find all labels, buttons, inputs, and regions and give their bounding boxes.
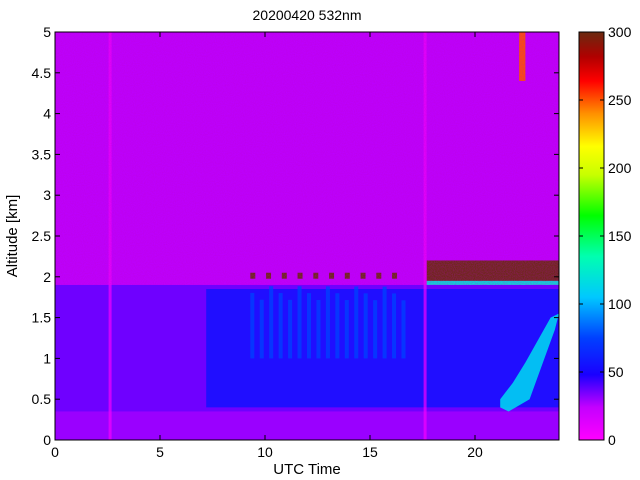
convective-plume	[316, 299, 321, 359]
y-tick-label: 3.5	[32, 146, 52, 162]
convective-plume	[354, 286, 359, 359]
y-tick-label: 1	[43, 350, 51, 366]
colorbar-tick-label: 150	[608, 228, 632, 244]
x-axis: 0 5 10 15 20	[51, 32, 483, 460]
noise-overlay	[55, 32, 559, 285]
y-tick-label: 4	[43, 106, 51, 122]
convective-plume	[250, 292, 255, 359]
chart-title: 20200420 532nm	[253, 7, 362, 23]
y-tick-label: 2.5	[32, 228, 52, 244]
colorbar-tick-label: 300	[608, 24, 632, 40]
convective-plume	[269, 286, 274, 359]
convective-plume	[297, 286, 302, 359]
colorbar-tick-label: 100	[608, 296, 632, 312]
x-tick-label: 0	[51, 444, 59, 460]
y-tick-label: 4.5	[32, 65, 52, 81]
convective-plume	[307, 293, 311, 359]
boundary-layer	[206, 289, 559, 408]
convective-plume	[288, 299, 293, 359]
x-tick-label: 20	[467, 444, 483, 460]
convective-plume	[363, 293, 368, 359]
colorbar-tick-label: 200	[608, 160, 632, 176]
convective-plume	[278, 293, 283, 359]
colorbar-tick-label: 0	[608, 432, 616, 448]
convective-plume	[373, 300, 378, 359]
convective-plume	[335, 293, 340, 359]
x-axis-label: UTC Time	[273, 461, 341, 478]
y-tick-label: 5	[43, 24, 51, 40]
convective-plume	[401, 300, 406, 359]
convective-plume	[325, 286, 330, 359]
convective-plume	[392, 293, 397, 359]
surface-layer	[55, 411, 559, 440]
colorbar	[578, 31, 605, 441]
convective-plume	[259, 299, 264, 359]
x-tick-label: 5	[156, 444, 164, 460]
convective-plume	[344, 300, 349, 359]
colorbar-tick-label: 50	[608, 364, 624, 380]
y-tick-label: 1.5	[32, 310, 52, 326]
y-tick-label: 0	[43, 432, 51, 448]
y-tick-label: 2	[43, 269, 51, 285]
convective-plume	[382, 286, 387, 359]
y-tick-label: 0.5	[32, 391, 52, 407]
y-tick-label: 3	[43, 187, 51, 203]
x-tick-label: 15	[362, 444, 378, 460]
colorbar-tick-label: 250	[608, 92, 632, 108]
y-axis-label: Altitude [km]	[4, 195, 21, 278]
colorbar-axis: 0 50 100 150 200 250 300	[579, 24, 632, 448]
plot-area	[55, 32, 559, 440]
aerosol-plume	[500, 313, 559, 412]
y-axis: 0 0.5 1 1.5 2 2.5 3 3.5 4 4.5 5	[32, 24, 559, 448]
x-tick-label: 10	[257, 444, 273, 460]
